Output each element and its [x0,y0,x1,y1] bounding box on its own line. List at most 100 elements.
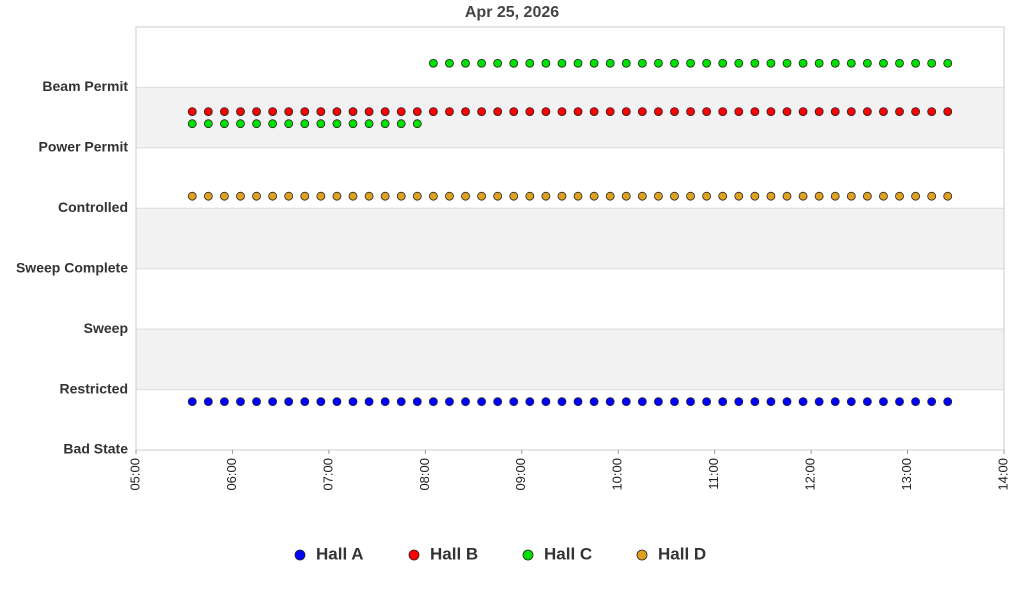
point [412,107,422,116]
point [943,58,953,68]
point [525,107,535,116]
point [557,191,567,201]
point [750,191,760,201]
point [541,397,551,407]
point [621,107,631,116]
point [686,191,695,201]
point [348,397,358,407]
point [348,119,358,129]
point [670,58,679,68]
point [589,191,599,201]
point [766,58,776,68]
legend-label: Hall A [316,544,364,563]
point [830,191,840,201]
legend-label: Hall B [430,544,478,563]
point [541,58,551,68]
point [686,397,695,407]
point [589,397,599,407]
point [252,191,261,201]
point [445,397,454,407]
point [814,58,824,68]
x-tick-label: 06:00 [224,458,239,491]
x-tick-label: 05:00 [127,458,142,491]
point [927,107,937,116]
point [187,191,197,201]
point [670,191,679,201]
point [734,397,744,407]
point [428,58,438,68]
legend-marker [636,549,648,561]
point [943,107,953,116]
point [525,191,535,201]
point [316,397,326,407]
point [605,397,615,407]
point [332,397,342,407]
point [236,397,245,407]
point [461,397,470,407]
point [911,107,920,116]
point [879,58,888,68]
y-tick-label: Bad State [63,441,128,457]
point [300,119,310,129]
point [718,58,728,68]
point [766,191,776,201]
legend-label: Hall C [544,544,592,563]
point [187,119,197,129]
point [187,397,197,407]
point [766,397,776,407]
point [220,191,229,201]
point [412,119,422,129]
point [268,107,278,116]
point [364,397,374,407]
point [654,191,663,201]
x-tick-label: 07:00 [320,458,335,491]
point [846,107,856,116]
point [284,107,294,116]
point [316,191,326,201]
point [895,191,904,201]
point [428,397,438,407]
point [525,58,535,68]
point [396,191,406,201]
point [830,397,840,407]
point [621,397,631,407]
point [927,397,937,407]
point [573,191,583,201]
point [428,107,438,116]
point [686,107,695,116]
point [268,191,278,201]
point [332,119,342,129]
x-tick-label: 14:00 [995,458,1010,491]
point [268,119,278,129]
point [220,397,229,407]
point [445,191,454,201]
point [862,397,872,407]
point [284,191,294,201]
point [734,58,744,68]
point [493,58,503,68]
point [364,119,374,129]
y-tick-label: Controlled [58,199,128,215]
point [203,119,213,129]
point [879,397,888,407]
point [943,397,953,407]
point [605,191,615,201]
point [396,119,406,129]
point [734,191,744,201]
point [782,58,792,68]
point [605,107,615,116]
point [461,107,470,116]
point [541,107,551,116]
y-tick-label: Power Permit [39,139,129,155]
point [493,191,503,201]
point [477,191,486,201]
point [300,397,310,407]
x-tick-label: 13:00 [899,458,914,491]
point [927,58,937,68]
point [895,107,904,116]
point [316,107,326,116]
point [445,58,454,68]
point [220,119,229,129]
point [782,397,792,407]
